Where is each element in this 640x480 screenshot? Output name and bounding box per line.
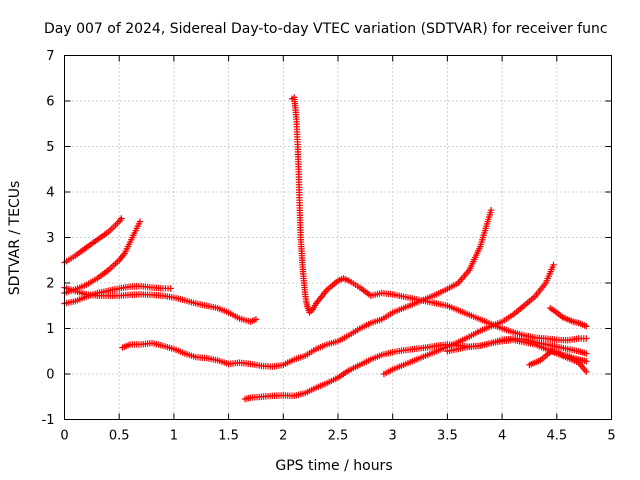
y-axis-label: SDTVAR / TECUs — [7, 181, 23, 296]
x-tick-label: 0.5 — [109, 429, 130, 444]
y-tick-label: 2 — [46, 277, 54, 292]
y-tick-label: 1 — [46, 322, 54, 337]
data-point-marker — [487, 207, 495, 214]
x-tick-label: 2 — [279, 429, 287, 444]
data-point-marker — [583, 323, 590, 330]
x-tick-label: 4 — [498, 429, 506, 444]
y-tick-label: -1 — [42, 413, 55, 428]
series-arc-i — [444, 335, 590, 357]
series-arc-f — [288, 94, 590, 344]
x-tick-label: 3 — [389, 429, 397, 444]
series-arc-k — [547, 304, 590, 330]
y-tick-label: 7 — [46, 49, 54, 64]
y-tick-label: 0 — [46, 368, 54, 383]
data-point-marker — [583, 335, 590, 342]
y-tick-label: 4 — [46, 186, 54, 201]
data-points — [61, 94, 590, 403]
series-arc-g — [241, 336, 590, 403]
data-point-marker — [252, 316, 260, 323]
x-tick-label: 2.5 — [328, 429, 349, 444]
x-tick-label: 4.5 — [546, 429, 567, 444]
y-tick-label: 3 — [46, 231, 54, 246]
x-tick-label: 5 — [607, 429, 615, 444]
data-point-marker — [583, 368, 590, 375]
data-point-marker — [583, 350, 590, 357]
series-arc-a — [61, 215, 125, 266]
data-point-marker — [550, 261, 557, 268]
x-axis-label: GPS time / hours — [275, 458, 392, 474]
data-point-marker — [117, 216, 124, 224]
series-arc-d — [61, 284, 260, 325]
x-tick-label: 1 — [170, 429, 178, 444]
chart-title: Day 007 of 2024, Sidereal Day-to-day VTE… — [44, 21, 608, 37]
grid-lines — [64, 55, 612, 420]
y-tick-label: 6 — [46, 95, 54, 110]
y-tick-label: 5 — [46, 140, 54, 155]
axis-ticks: 0 0.5 1 1.5 2 2.5 3 3.5 4 4.5 5 -1 0 1 2 3 4 5 6 7 — [42, 49, 616, 444]
series-arc-h — [380, 261, 557, 378]
x-tick-label: 1.5 — [218, 429, 239, 444]
data-point-marker — [118, 215, 125, 222]
data-point-marker — [167, 285, 174, 292]
data-point-marker — [583, 358, 590, 365]
data-point-marker — [136, 218, 144, 225]
x-tick-label: 3.5 — [437, 429, 458, 444]
x-tick-label: 0 — [60, 429, 68, 444]
series-arc-j — [526, 348, 590, 369]
